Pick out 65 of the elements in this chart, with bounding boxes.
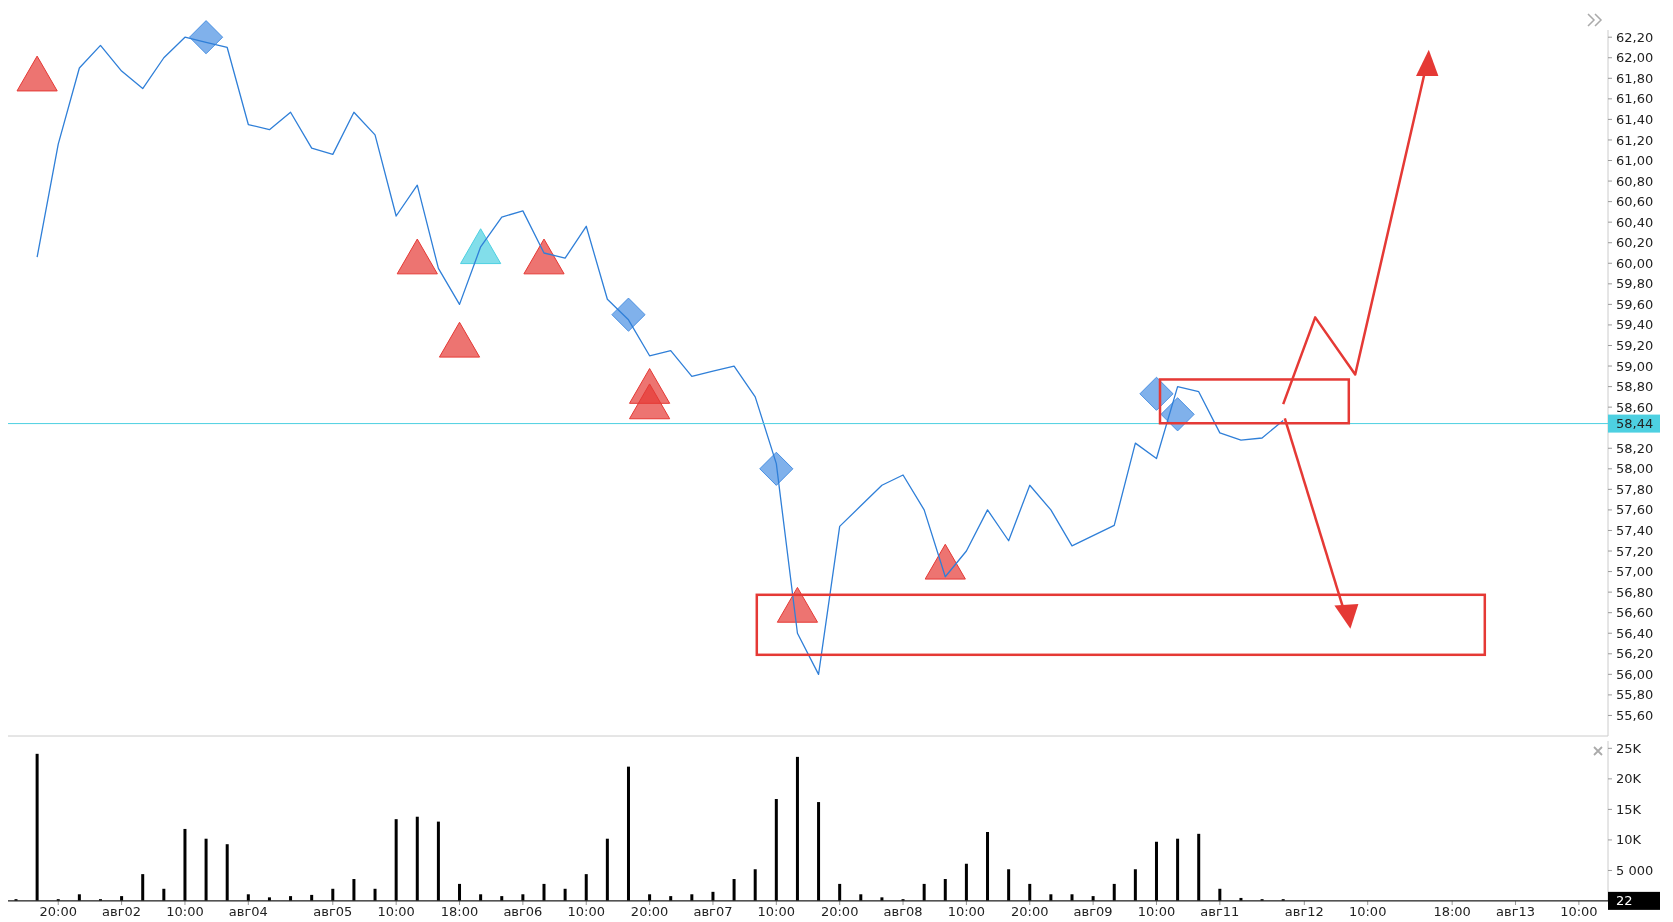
y-tick-label: 60,80 xyxy=(1616,173,1654,189)
y-tick-label: 55,60 xyxy=(1616,708,1654,723)
x-tick-label: авг12 xyxy=(1284,904,1324,919)
y-tick-label: 57,60 xyxy=(1616,502,1654,518)
y-tick-label: 58,80 xyxy=(1616,379,1654,395)
x-tick-label: авг09 xyxy=(1073,904,1113,919)
ref-line-label: 22 xyxy=(1616,893,1633,909)
y-tick-label: 60,40 xyxy=(1616,214,1654,230)
y-tick-label: 57,40 xyxy=(1616,523,1654,539)
y-tick-label: 58,20 xyxy=(1616,440,1654,456)
y-tick-label: 61,80 xyxy=(1616,70,1654,86)
x-tick-label: 10:00 xyxy=(947,904,986,919)
x-tick-label: авг05 xyxy=(313,904,353,919)
ref-line-label: 58,44 xyxy=(1616,416,1654,432)
y-tick-label: 57,80 xyxy=(1616,481,1654,497)
x-tick-label: 10:00 xyxy=(1560,904,1598,919)
x-tick-label: 10:00 xyxy=(567,904,605,919)
x-tick-label: 18:00 xyxy=(1433,904,1471,919)
y-tick-label: 10K xyxy=(1616,832,1642,848)
y-tick-label: 60,20 xyxy=(1616,235,1654,251)
y-tick-label: 59,20 xyxy=(1616,338,1654,354)
y-tick-label: 56,20 xyxy=(1616,646,1654,662)
y-tick-label: 55,80 xyxy=(1616,687,1654,703)
x-tick-label: 10:00 xyxy=(1348,904,1387,919)
y-tick-label: 61,60 xyxy=(1616,91,1654,107)
x-tick-label: 20:00 xyxy=(820,904,859,919)
y-tick-label: 61,40 xyxy=(1616,111,1654,127)
y-tick-label: 56,80 xyxy=(1616,584,1654,600)
x-tick-label: авг07 xyxy=(693,904,733,919)
y-tick-label: 25K xyxy=(1616,740,1642,756)
y-tick-label: 59,00 xyxy=(1616,358,1654,374)
y-tick-label: 20K xyxy=(1616,771,1642,787)
x-tick-label: 10:00 xyxy=(1137,904,1176,919)
y-tick-label: 56,00 xyxy=(1616,666,1654,682)
x-tick-label: авг11 xyxy=(1200,904,1240,919)
x-tick-label: 10:00 xyxy=(377,904,415,919)
x-tick-label: авг06 xyxy=(503,904,543,919)
y-tick-label: 5 000 xyxy=(1616,863,1654,879)
x-tick-label: авг04 xyxy=(228,904,268,919)
x-tick-label: 10:00 xyxy=(757,904,796,919)
y-tick-label: 58,00 xyxy=(1616,461,1654,477)
y-tick-label: 60,60 xyxy=(1616,194,1654,210)
y-tick-label: 61,00 xyxy=(1616,153,1654,169)
x-tick-label: авг13 xyxy=(1496,904,1536,919)
y-tick-label: 61,20 xyxy=(1616,132,1654,148)
x-tick-label: авг02 xyxy=(102,904,142,919)
x-tick-label: 18:00 xyxy=(440,904,479,919)
line-series xyxy=(36,36,1284,675)
x-tick-label: 20:00 xyxy=(39,904,77,919)
y-tick-label: 56,60 xyxy=(1616,605,1654,621)
x-tick-label: 20:00 xyxy=(630,904,669,919)
x-tick-label: 20:00 xyxy=(1011,904,1049,919)
x-tick-label: 10:00 xyxy=(166,904,204,919)
y-tick-label: 15K xyxy=(1616,801,1642,817)
y-tick-label: 57,20 xyxy=(1616,543,1654,559)
y-tick-label: 60,00 xyxy=(1616,255,1654,271)
y-tick-label: 59,60 xyxy=(1616,296,1654,312)
y-tick-label: 59,80 xyxy=(1616,276,1654,292)
x-tick-label: авг08 xyxy=(883,904,923,919)
y-tick-label: 59,40 xyxy=(1616,317,1654,333)
y-tick-label: 58,60 xyxy=(1616,399,1654,415)
y-tick-label: 62,00 xyxy=(1616,50,1654,66)
y-tick-label: 57,00 xyxy=(1616,564,1654,580)
y-tick-label: 56,40 xyxy=(1616,625,1654,641)
y-tick-label: 62,20 xyxy=(1616,29,1654,45)
